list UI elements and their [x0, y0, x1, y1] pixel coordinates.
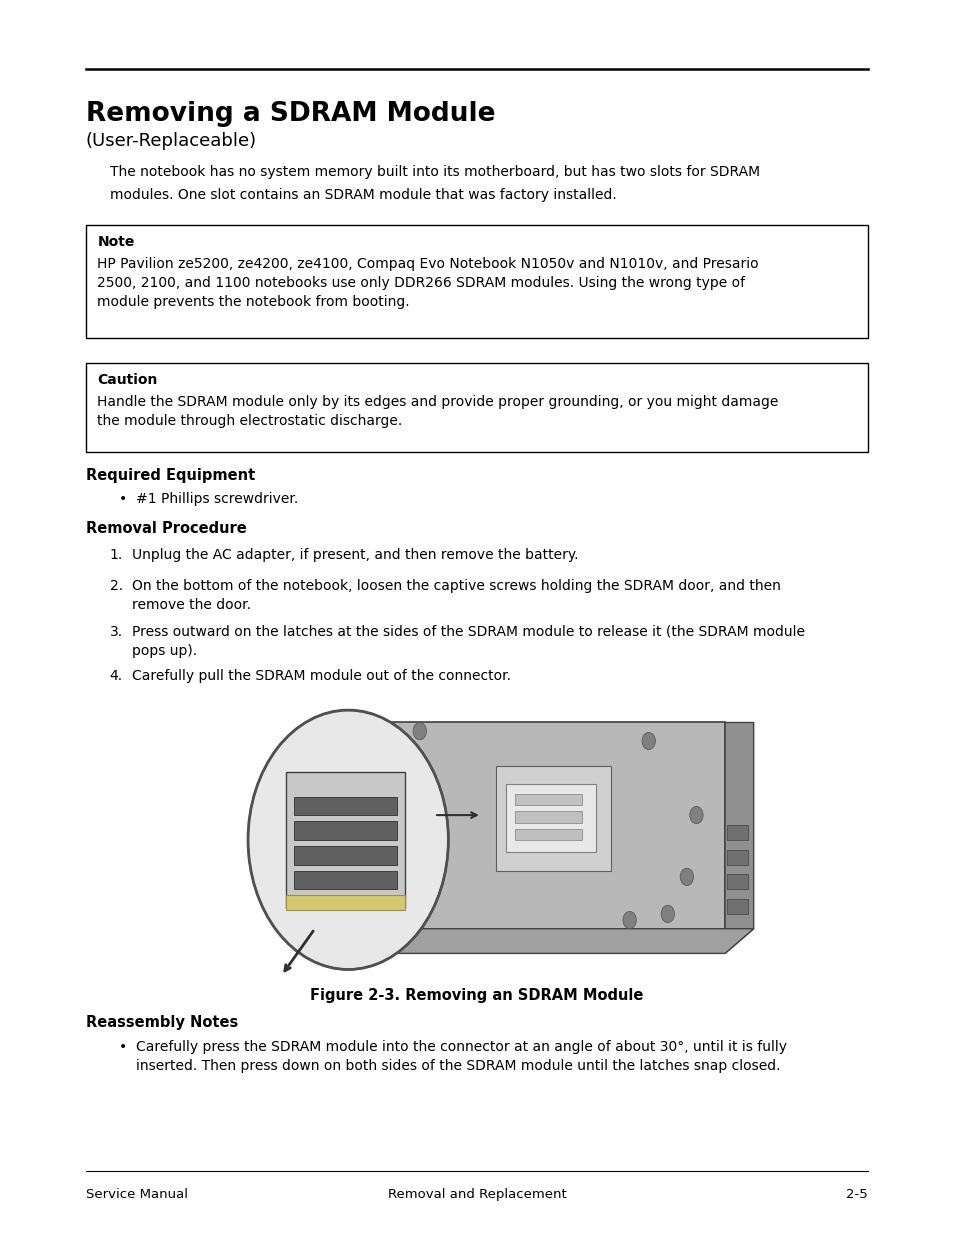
Text: Unplug the AC adapter, if present, and then remove the battery.: Unplug the AC adapter, if present, and t…	[132, 548, 578, 562]
Text: 3.: 3.	[110, 625, 123, 638]
Circle shape	[622, 911, 636, 929]
Text: Reassembly Notes: Reassembly Notes	[86, 1015, 238, 1030]
Text: Note: Note	[97, 235, 134, 248]
Text: Carefully pull the SDRAM module out of the connector.: Carefully pull the SDRAM module out of t…	[132, 669, 510, 683]
FancyBboxPatch shape	[515, 794, 581, 805]
FancyBboxPatch shape	[86, 225, 867, 338]
Text: HP Pavilion ze5200, ze4200, ze4100, Compaq Evo Notebook N1050v and N1010v, and P: HP Pavilion ze5200, ze4200, ze4100, Comp…	[97, 257, 759, 309]
Polygon shape	[367, 929, 753, 953]
Text: •: •	[119, 492, 128, 505]
Polygon shape	[724, 722, 753, 953]
Text: Carefully press the SDRAM module into the connector at an angle of about 30°, un: Carefully press the SDRAM module into th…	[136, 1040, 786, 1073]
Text: The notebook has no system memory built into its motherboard, but has two slots : The notebook has no system memory built …	[110, 165, 759, 179]
Text: Press outward on the latches at the sides of the SDRAM module to release it (the: Press outward on the latches at the side…	[132, 625, 803, 658]
Text: Service Manual: Service Manual	[86, 1188, 188, 1202]
Circle shape	[248, 710, 448, 969]
FancyBboxPatch shape	[726, 874, 747, 889]
Text: Figure 2-3. Removing an SDRAM Module: Figure 2-3. Removing an SDRAM Module	[310, 988, 643, 1003]
Text: Removal and Replacement: Removal and Replacement	[387, 1188, 566, 1202]
Polygon shape	[367, 722, 724, 953]
Text: Required Equipment: Required Equipment	[86, 468, 254, 483]
Circle shape	[679, 868, 693, 885]
Circle shape	[641, 732, 655, 750]
FancyBboxPatch shape	[726, 899, 747, 914]
FancyBboxPatch shape	[515, 811, 581, 823]
FancyBboxPatch shape	[515, 829, 581, 840]
FancyBboxPatch shape	[726, 825, 747, 840]
Circle shape	[689, 806, 702, 824]
FancyBboxPatch shape	[726, 850, 747, 864]
FancyBboxPatch shape	[294, 846, 396, 864]
Text: modules. One slot contains an SDRAM module that was factory installed.: modules. One slot contains an SDRAM modu…	[110, 188, 616, 201]
FancyBboxPatch shape	[294, 797, 396, 815]
Text: Caution: Caution	[97, 373, 157, 387]
Text: 2.: 2.	[110, 579, 123, 593]
Text: 2-5: 2-5	[845, 1188, 867, 1202]
FancyBboxPatch shape	[286, 895, 405, 910]
Text: (User-Replaceable): (User-Replaceable)	[86, 132, 256, 151]
Circle shape	[375, 720, 388, 737]
Text: Handle the SDRAM module only by its edges and provide proper grounding, or you m: Handle the SDRAM module only by its edge…	[97, 395, 778, 429]
FancyBboxPatch shape	[505, 784, 596, 852]
Circle shape	[413, 722, 426, 740]
Text: 1.: 1.	[110, 548, 123, 562]
FancyBboxPatch shape	[294, 821, 396, 840]
Text: 4.: 4.	[110, 669, 123, 683]
Text: •: •	[119, 1040, 128, 1053]
Text: On the bottom of the notebook, loosen the captive screws holding the SDRAM door,: On the bottom of the notebook, loosen th…	[132, 579, 780, 613]
Text: Removing a SDRAM Module: Removing a SDRAM Module	[86, 101, 495, 127]
Polygon shape	[286, 772, 405, 908]
Text: #1 Phillips screwdriver.: #1 Phillips screwdriver.	[136, 492, 298, 505]
Polygon shape	[496, 766, 610, 871]
Circle shape	[660, 905, 674, 923]
FancyBboxPatch shape	[294, 871, 396, 889]
Text: Removal Procedure: Removal Procedure	[86, 521, 247, 536]
FancyBboxPatch shape	[86, 363, 867, 452]
